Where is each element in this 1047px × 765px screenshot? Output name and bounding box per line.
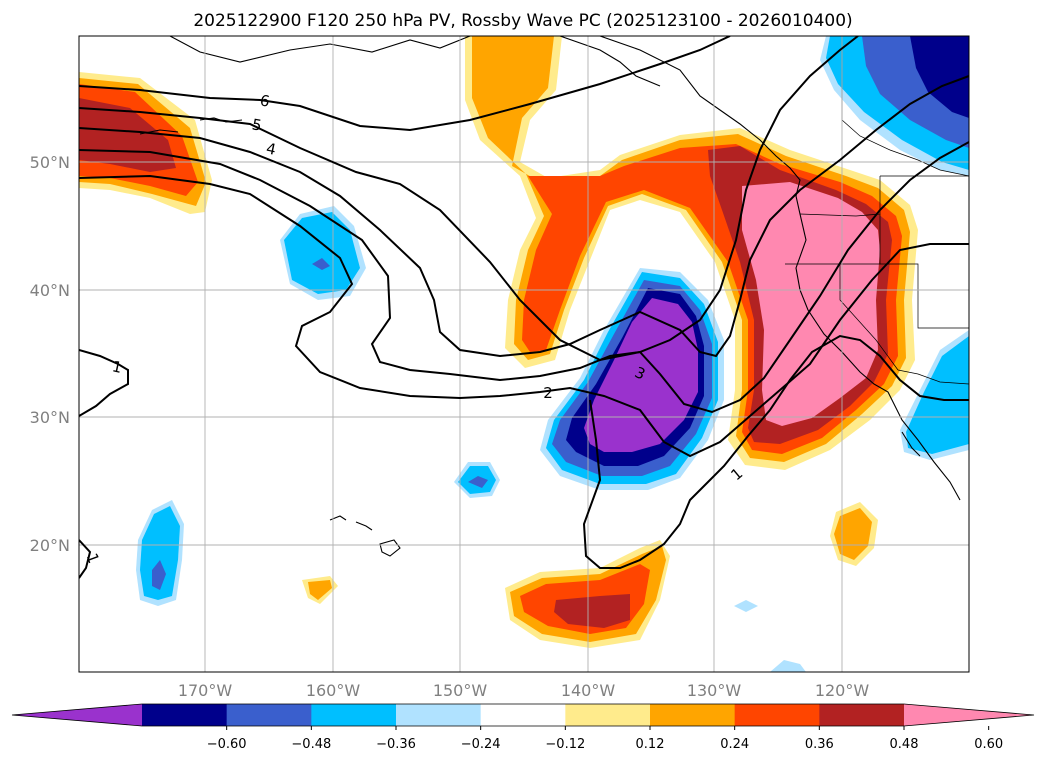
anomaly-max-pink [742, 182, 880, 426]
lon-label: 120°W [815, 681, 870, 700]
colorbar-tick-label: −0.60 [207, 737, 247, 752]
colorbar-segment [650, 704, 736, 726]
lat-label: 50°N [30, 153, 70, 172]
map-title: 2025122900 F120 250 hPa PV, Rossby Wave … [193, 11, 852, 31]
contour-label: 2 [543, 384, 553, 402]
colorbar-segment [565, 704, 651, 726]
pc-contours [79, 36, 969, 579]
lat-label: 40°N [30, 281, 70, 300]
contour-label: 4 [264, 139, 277, 159]
colorbar-tick-label: 0.48 [890, 737, 919, 752]
colorbar-tick-label: 0.36 [805, 737, 834, 752]
colorbar-extend-max [904, 704, 1034, 726]
contour-3 [79, 141, 969, 414]
contour-1-sw [79, 539, 92, 579]
lon-label: 140°W [561, 681, 616, 700]
colorbar-tick-label: −0.12 [545, 737, 585, 752]
contour-1-west [79, 349, 129, 417]
colorbar-extend-min [12, 704, 142, 726]
lon-label: 160°W [306, 681, 361, 700]
contour-label: 5 [251, 115, 264, 134]
contour-6 [79, 36, 731, 132]
colorbar-segment [226, 704, 312, 726]
map-border [78, 35, 970, 673]
coastlines [139, 36, 961, 557]
colorbar-tick-label: 0.24 [720, 737, 749, 752]
lon-label: 170°W [178, 681, 233, 700]
map-panel: 6 5 4 3 2 1 1 1 [79, 36, 969, 672]
colorbar-segment [142, 704, 228, 726]
colorbar-segment [396, 704, 482, 726]
colorbar-tick-label: 0.60 [974, 737, 1003, 752]
contour-label: 6 [259, 91, 272, 110]
contour-2 [79, 174, 969, 458]
colorbar-segment [819, 704, 905, 726]
colorbar-segment [480, 704, 566, 726]
contour-4 [79, 75, 969, 358]
colorbar-tick-label: −0.36 [376, 737, 416, 752]
longitude-labels: 170°W 160°W 150°W 140°W 130°W 120°W [178, 681, 870, 700]
lat-label: 30°N [30, 408, 70, 427]
lat-label: 20°N [30, 536, 70, 555]
graticule [79, 36, 969, 672]
colorbar-tick-label: 0.12 [636, 737, 665, 752]
colorbar-segment [311, 704, 397, 726]
colorbar: −0.60 −0.48 −0.36 −0.24 −0.12 0.12 0.24 0.36 0.4… [11, 703, 1035, 752]
contour-1-main [582, 334, 969, 569]
latitude-labels: 50°N 40°N 30°N 20°N [30, 153, 70, 555]
lon-label: 150°W [433, 681, 488, 700]
negative-anomaly-fills [136, 36, 969, 672]
colorbar-segment [734, 704, 820, 726]
contour-label: 1 [110, 357, 123, 377]
lon-label: 130°W [687, 681, 742, 700]
colorbar-tick-label: −0.24 [461, 737, 501, 752]
coast-alaska [169, 36, 471, 63]
colorbar-tick-label: −0.48 [291, 737, 331, 752]
colorbar-outline [11, 703, 1035, 727]
